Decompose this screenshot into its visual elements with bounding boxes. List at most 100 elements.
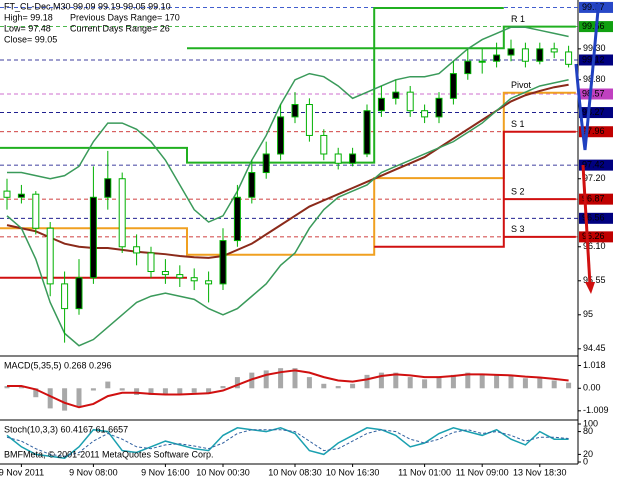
macd-bar [522, 378, 528, 389]
macd-bar [249, 372, 255, 389]
candle-body [291, 104, 299, 118]
macd-bar [47, 388, 53, 409]
macd-bar [18, 387, 24, 389]
level-label: 99.97 [582, 2, 605, 12]
candle-body [277, 116, 285, 155]
macd-bar [465, 372, 471, 389]
macd-bar [364, 374, 370, 389]
macd-bar [220, 386, 226, 389]
info-text: Current Days Range= 26 [70, 23, 170, 33]
candle-body [46, 227, 54, 285]
candle-body [190, 277, 198, 282]
macd-bar [119, 388, 125, 391]
candle-body [262, 153, 270, 174]
macd-bar [33, 388, 39, 398]
macd-bar [62, 388, 68, 411]
level-box [579, 231, 613, 243]
indicator-line [7, 26, 569, 223]
candle-body [233, 196, 241, 242]
candle-body [75, 277, 83, 310]
candle-body [305, 104, 313, 136]
candle-body [248, 172, 256, 198]
x-tick-label: 11 Nov 09:00 [456, 467, 509, 477]
info-text: Low= 97.48 [4, 23, 51, 33]
candle-body [17, 193, 25, 198]
level-label: 96.87 [582, 194, 605, 204]
level-box [579, 126, 613, 138]
macd-bar [393, 372, 399, 389]
pivot-line [0, 91, 576, 256]
macd-bar [105, 381, 111, 389]
macd-bar [450, 374, 456, 389]
candle-body [363, 110, 371, 155]
info-text: Previous Days Range= 170 [70, 12, 180, 22]
macd-bar [234, 377, 240, 389]
candle-body [147, 252, 155, 273]
level-label: 96.26 [582, 231, 605, 241]
macd-bar [263, 370, 269, 389]
level-label: 98.27 [582, 107, 605, 117]
macd-bar [177, 388, 183, 394]
panel-title: MACD(5,35,5) 0.268 0.296 [4, 360, 112, 370]
level-box [579, 107, 613, 119]
candle-body [89, 196, 97, 279]
candle-body [565, 51, 573, 65]
pivot-label: S 3 [511, 224, 525, 234]
candle-body [435, 97, 443, 118]
candle-body [32, 193, 40, 229]
pivot-line [187, 7, 504, 50]
pivot-label: Pivot [511, 80, 532, 90]
y-tick-label: 0.00 [583, 383, 601, 393]
panel-title: Stoch(10,3,3) 60.4167 61.6657 [4, 424, 128, 434]
pivot-label: S 2 [511, 187, 525, 197]
macd-bar [378, 372, 384, 389]
macd-bar [551, 380, 557, 389]
x-tick-label: 13 Nov 18:30 [513, 467, 567, 477]
pivot-line [0, 25, 576, 164]
macd-bar [306, 377, 312, 389]
level-box [579, 159, 613, 171]
candle-body [205, 280, 213, 285]
y-tick-label: 0 [583, 456, 588, 466]
candle-body [104, 178, 112, 198]
candle-body [118, 178, 126, 248]
y-tick-label: 80 [583, 426, 593, 436]
macd-bar [321, 383, 327, 389]
macd-bar [134, 388, 140, 395]
indicator-line [6, 83, 569, 259]
y-tick-label: 1.018 [583, 360, 606, 370]
macd-bar [90, 388, 96, 391]
candle-body [334, 153, 342, 164]
macd-bar [292, 368, 298, 389]
candle-body [550, 48, 558, 53]
level-box [579, 88, 613, 100]
y-tick-label: -1.009 [583, 405, 609, 415]
macd-bar [76, 388, 82, 407]
stoch-line [6, 429, 569, 457]
y-tick-label: 96.10 [583, 241, 606, 251]
candle-body [392, 91, 400, 99]
y-tick-label: 95.55 [583, 275, 606, 285]
candle-body [421, 110, 429, 118]
macd-bar [206, 388, 212, 393]
stoch-line [6, 427, 569, 459]
arrow-head [592, 4, 601, 14]
info-text: Close= 99.05 [4, 34, 57, 44]
x-tick-label: 11 Nov 01:00 [398, 467, 451, 477]
level-box [579, 193, 613, 205]
projection-arrow [581, 164, 592, 286]
macd-bar [566, 382, 572, 389]
candle-body [320, 134, 328, 155]
y-tick-label: 95 [583, 309, 593, 319]
candle-body [219, 240, 227, 285]
candle-body [464, 60, 472, 75]
indicator-line [6, 79, 569, 347]
y-tick-label: 97.20 [583, 173, 606, 183]
signal-line [7, 369, 569, 409]
macd-bar [537, 378, 543, 389]
candle-body [507, 48, 515, 56]
level-label: 96.56 [582, 213, 605, 223]
macd-bar [479, 374, 485, 389]
